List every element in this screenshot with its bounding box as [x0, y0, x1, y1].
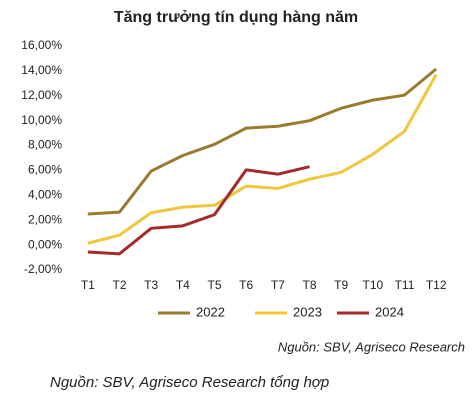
series-line: [87, 165, 310, 256]
y-tick-label: 14,00%: [21, 63, 62, 77]
y-tick-label: 6,00%: [28, 163, 62, 177]
series-line: [87, 73, 438, 245]
y-tick-label: 4,00%: [28, 188, 62, 202]
series-line: [87, 67, 438, 216]
x-tick-label: T2: [112, 278, 126, 292]
x-tick-label: T12: [426, 278, 447, 292]
x-tick-label: T11: [395, 278, 415, 292]
y-tick-label: 0,00%: [28, 237, 62, 251]
y-tick-label: 10,00%: [21, 113, 62, 127]
x-tick-label: T7: [271, 278, 285, 292]
x-tick-label: T9: [334, 278, 348, 292]
legend-label: 2022: [196, 304, 225, 319]
chart-title: Tăng trưởng tín dụng hàng năm: [114, 9, 358, 26]
x-tick-label: T1: [81, 278, 95, 292]
x-tick-label: T8: [302, 278, 316, 292]
y-tick-label: 8,00%: [28, 138, 62, 152]
x-tick-label: T5: [207, 278, 221, 292]
legend-label: 2023: [293, 304, 322, 319]
legend-label: 2024: [375, 304, 404, 319]
x-tick-label: T6: [239, 278, 253, 292]
x-tick-label: T4: [176, 278, 190, 292]
y-tick-label: -2,00%: [24, 262, 62, 276]
y-tick-label: 16,00%: [21, 38, 62, 52]
x-tick-label: T10: [362, 278, 383, 292]
y-tick-label: 12,00%: [21, 88, 62, 102]
caption: Nguồn: SBV, Agriseco Research tổng hợp: [50, 374, 329, 391]
source: Nguồn: SBV, Agriseco Research: [278, 339, 465, 354]
x-tick-label: T3: [144, 278, 158, 292]
y-tick-label: 2,00%: [28, 212, 62, 226]
